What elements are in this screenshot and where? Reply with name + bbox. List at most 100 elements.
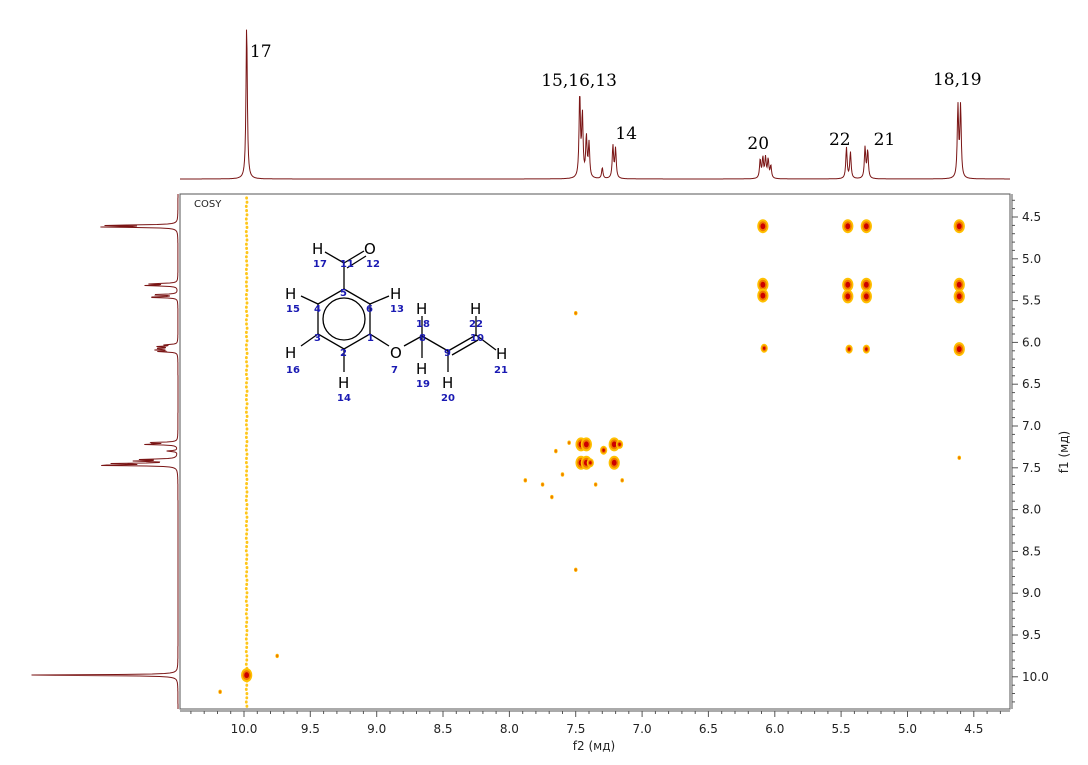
- peak-label: 21: [874, 130, 896, 150]
- cross-peak: [757, 277, 769, 292]
- noise-dot: [245, 456, 248, 460]
- atom-number-3: 3: [314, 333, 321, 344]
- cross-peak-core: [956, 223, 962, 230]
- atom-h21: H: [496, 345, 507, 363]
- atom-number-17: 17: [313, 259, 327, 270]
- noise-dot: [245, 419, 248, 423]
- noise-dot: [245, 696, 249, 700]
- cross-peak: [550, 494, 554, 500]
- noise-dot: [244, 587, 248, 591]
- cross-peak: [860, 219, 872, 234]
- cross-peak-ring: [550, 495, 553, 499]
- atom-number-6: 6: [366, 304, 373, 315]
- atom-o12: O: [364, 240, 376, 258]
- panel-label: COSY: [194, 199, 222, 210]
- atom-h22: H: [470, 300, 481, 318]
- x-tick-label: 6.5: [699, 722, 718, 736]
- noise-dot: [244, 204, 248, 208]
- noise-dot: [245, 330, 248, 334]
- molecule-structure: [300, 250, 497, 372]
- noise-dot: [244, 599, 248, 603]
- plot-frame: [179, 193, 1011, 710]
- cross-peak: [620, 478, 624, 483]
- atom-number-15: 15: [286, 304, 300, 315]
- x-tick-label: 5.0: [898, 722, 917, 736]
- noise-dot: [245, 444, 248, 448]
- noise-dot: [245, 494, 249, 498]
- cross-peak-core: [618, 442, 621, 446]
- peak-label: 15,16,13: [541, 71, 617, 91]
- cross-peak: [953, 277, 965, 292]
- noise-dot: [244, 549, 248, 553]
- noise-dot: [245, 305, 248, 309]
- bond-11-17: [324, 251, 345, 264]
- bond-4-15: [300, 295, 319, 305]
- cross-peak: [523, 478, 528, 483]
- atom-number-4: 4: [314, 304, 321, 315]
- x-axis: 10.0 9.5 9.0 8.5 8.0 7.5 7.0 6.5 6.0 5.5 5.0 4.5: [180, 710, 1010, 736]
- y-tick-label: 8.0: [1022, 503, 1041, 517]
- noise-dot: [245, 477, 249, 481]
- atom-h16: H: [285, 344, 296, 362]
- cross-peak-core: [589, 461, 592, 465]
- noise-dot: [245, 448, 248, 452]
- cross-peak: [842, 289, 854, 304]
- noise-dot: [245, 608, 249, 612]
- noise-dot: [245, 658, 249, 662]
- cross-peak-core: [845, 293, 851, 300]
- bond-9-10-a: [447, 334, 477, 352]
- cross-peak: [953, 289, 965, 304]
- aromatic-circle: [322, 297, 366, 341]
- noise-dot: [245, 381, 248, 385]
- noise-dot: [245, 339, 249, 343]
- peak-labels: 17 15,16,13 14 20 22 21 18,19: [250, 42, 982, 154]
- noise-dot: [245, 221, 249, 225]
- noise-dot: [245, 322, 248, 326]
- atom-number-14: 14: [337, 393, 351, 404]
- noise-dot: [244, 624, 248, 629]
- cross-peak-core: [611, 441, 617, 448]
- cross-peak-core: [956, 281, 962, 288]
- x-tick-label: 7.0: [633, 722, 652, 736]
- noise-dot: [245, 318, 248, 322]
- y-tick-label: 7.5: [1022, 461, 1041, 475]
- atom-number-21: 21: [494, 365, 508, 376]
- noise-dot: [245, 557, 249, 561]
- bond-11-12-a: [343, 250, 365, 264]
- noise-dot: [245, 259, 249, 263]
- cross-peak-ring: [524, 478, 527, 482]
- noise-dot: [245, 427, 249, 431]
- noise-dot: [245, 435, 248, 439]
- noise-dot: [245, 335, 248, 339]
- noise-dot: [245, 347, 248, 351]
- cross-peak-ring: [554, 449, 557, 453]
- y-tick-label: 6.0: [1022, 335, 1041, 349]
- noise-dot: [245, 293, 248, 297]
- cross-peak: [554, 448, 558, 454]
- x-tick-label: 6.0: [765, 722, 784, 736]
- cross-peak: [760, 343, 768, 353]
- cross-peak-core: [760, 281, 766, 288]
- noise-dot: [245, 385, 248, 389]
- y-tick-label: 4.5: [1022, 210, 1041, 224]
- atom-number-20: 20: [441, 393, 455, 404]
- atom-number-22: 22: [469, 319, 483, 330]
- cross-peak: [586, 458, 594, 468]
- bond-3-16: [300, 333, 319, 347]
- noise-dot: [244, 574, 248, 578]
- cross-peak-core: [762, 346, 766, 350]
- molecule-labels: H O H H H O H H H H H H 17 11 12 5 15 4 …: [285, 240, 508, 404]
- bond-7-8: [403, 335, 423, 347]
- atom-number-10: 10: [470, 333, 484, 344]
- cross-peaks: [218, 219, 965, 695]
- noise-dot: [245, 683, 249, 687]
- atom-h17: H: [312, 240, 323, 258]
- cross-peak: [860, 289, 872, 304]
- noise-dot: [245, 440, 249, 444]
- atom-number-1: 1: [367, 333, 374, 344]
- noise-dot: [244, 536, 248, 540]
- peak-label: 18,19: [933, 70, 982, 90]
- cross-peak: [608, 455, 620, 470]
